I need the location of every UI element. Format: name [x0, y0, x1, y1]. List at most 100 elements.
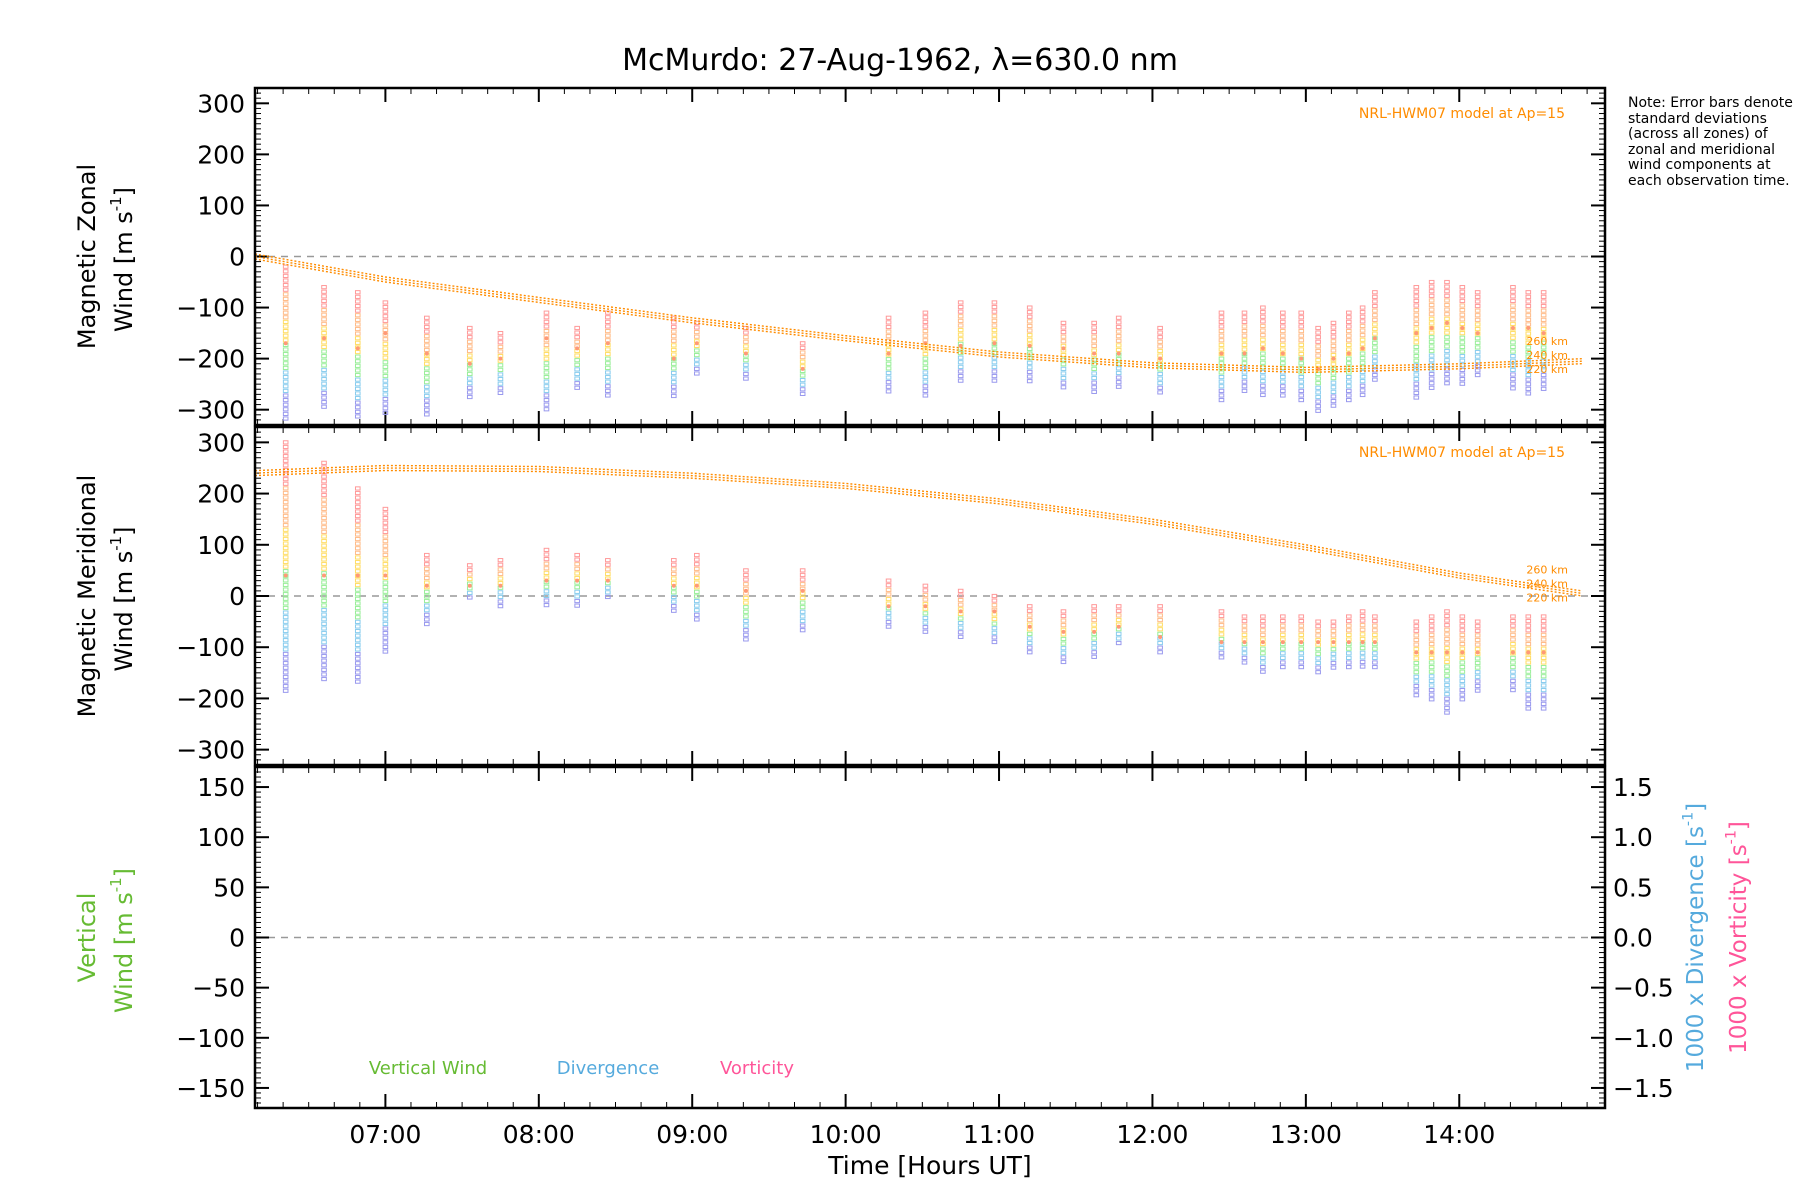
obs-column: [1260, 614, 1266, 674]
y2-tick-label: −1.0: [1613, 1024, 1674, 1053]
obs-marker: [991, 621, 998, 626]
obs-marker: [1330, 320, 1337, 325]
obs-marker: [354, 336, 361, 341]
obs-marker: [282, 278, 289, 283]
obs-marker: [321, 492, 327, 498]
obs-marker: [1330, 619, 1337, 624]
obs-marker: [1280, 664, 1286, 670]
obs-marker: [991, 337, 998, 342]
obs-marker: [1241, 388, 1248, 393]
obs-marker: [354, 578, 361, 583]
obs-marker: [282, 559, 289, 565]
obs-marker: [743, 614, 749, 619]
obs-marker: [922, 625, 929, 630]
y-tick-label: −200: [176, 684, 245, 713]
obs-marker: [1428, 307, 1435, 312]
obs-marker: [282, 582, 289, 588]
obs-marker: [991, 304, 998, 310]
obs-marker: [1157, 344, 1163, 349]
obs-marker: [1298, 384, 1305, 389]
obs-marker: [1260, 374, 1266, 379]
obs-marker: [321, 603, 327, 608]
obs-marker: [1540, 359, 1547, 364]
obs-marker: [1260, 305, 1266, 310]
obs-marker: [282, 596, 289, 601]
model-curve-220km: [254, 469, 1583, 597]
obs-marker: [1346, 660, 1352, 665]
obs-marker: [1428, 376, 1435, 381]
obs-marker: [1540, 372, 1547, 378]
obs-marker: [354, 546, 361, 551]
obs-marker: [1372, 623, 1378, 628]
obs-marker: [1060, 618, 1067, 623]
obs-column: [957, 588, 964, 639]
obs-marker: [1474, 326, 1481, 332]
obs-marker: [1280, 374, 1286, 380]
x-tick-label: 09:00: [656, 1120, 728, 1149]
obs-marker: [382, 552, 389, 558]
obs-marker: [1260, 383, 1266, 388]
obs-marker: [1115, 366, 1122, 371]
obs-column: [1474, 619, 1481, 693]
obs-marker: [1525, 336, 1532, 341]
obs-marker: [1218, 618, 1225, 623]
obs-marker: [382, 557, 389, 562]
obs-marker: [743, 335, 749, 340]
obs-marker: [1359, 632, 1366, 637]
obs-marker: [1510, 683, 1516, 688]
obs-marker: [1241, 379, 1248, 384]
obs-marker: [1428, 293, 1435, 298]
obs-marker: [605, 333, 611, 338]
obs-marker: [1026, 369, 1033, 375]
obs-marker: [1115, 334, 1122, 339]
obs-marker: [1060, 371, 1067, 376]
obs-marker: [1298, 347, 1305, 352]
obs-mean: [1116, 624, 1121, 629]
obs-marker: [282, 509, 289, 514]
obs-marker: [1510, 377, 1516, 382]
obs-marker: [1525, 331, 1532, 336]
obs-marker: [1459, 669, 1466, 674]
obs-marker: [1372, 628, 1378, 633]
obs-marker: [1413, 679, 1420, 684]
obs-marker: [1510, 312, 1516, 317]
obs-marker: [1474, 679, 1481, 684]
obs-marker: [1315, 651, 1321, 656]
obs-marker: [354, 317, 361, 322]
obs-marker: [694, 348, 700, 353]
obs-mean: [1414, 650, 1419, 655]
obs-column: [991, 593, 998, 645]
obs-marker: [1280, 310, 1286, 315]
obs-marker: [321, 358, 327, 363]
obs-column: [1525, 290, 1532, 396]
obs-column: [1346, 310, 1352, 403]
obs-marker: [424, 329, 430, 334]
obs-marker: [694, 329, 700, 335]
obs-marker: [424, 566, 430, 571]
obs-marker: [1218, 347, 1225, 352]
obs-mean: [1061, 629, 1066, 634]
obs-column: [1359, 305, 1366, 398]
obs-marker: [382, 598, 389, 604]
obs-column: [1372, 290, 1378, 382]
obs-marker: [1540, 294, 1547, 299]
obs-marker: [694, 371, 700, 376]
obs-marker: [1026, 636, 1033, 641]
obs-marker: [321, 653, 327, 659]
obs-marker: [354, 610, 361, 615]
obs-marker: [1459, 289, 1466, 294]
obs-marker: [799, 609, 806, 614]
obs-marker: [1413, 665, 1420, 670]
obs-marker: [694, 566, 700, 571]
obs-marker: [1280, 347, 1286, 352]
obs-mean: [1444, 320, 1449, 325]
obs-marker: [1540, 655, 1547, 660]
obs-marker: [1115, 320, 1122, 325]
obs-marker: [424, 562, 430, 567]
obs-marker: [1510, 664, 1516, 670]
obs-marker: [1359, 314, 1366, 319]
obs-marker: [1115, 380, 1122, 385]
obs-marker: [497, 576, 504, 581]
obs-marker: [466, 371, 473, 377]
